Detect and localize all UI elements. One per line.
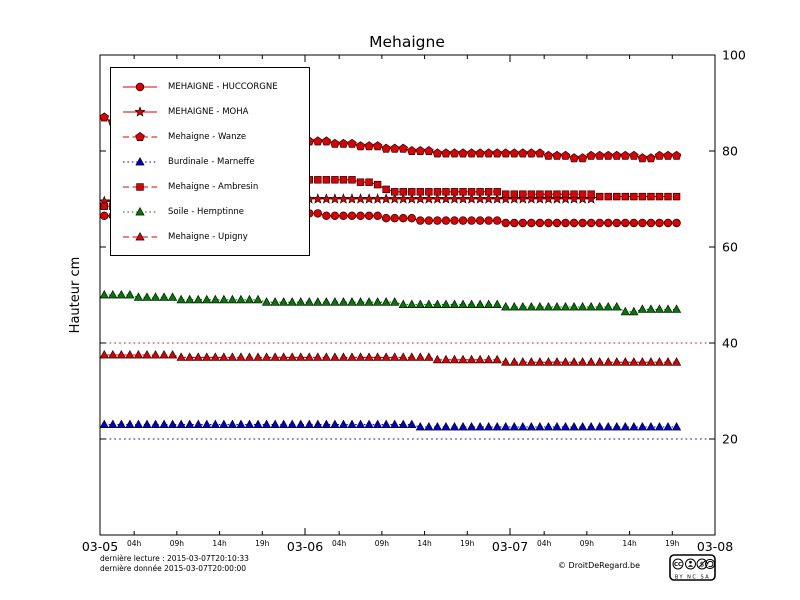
square-marker-sample-icon: [123, 182, 157, 191]
x-axis-minor-ticks: 04h 09h 14h 19h 04h 09h 14h 19h 04h 09h 14h 19h: [127, 55, 680, 548]
chart-title: Mehaigne: [369, 33, 445, 51]
cc-logo-text: CC: [674, 562, 682, 568]
footer-last-data: dernière donnée 2015-03-07T20:00:00: [100, 564, 247, 573]
svg-text:09h: 09h: [580, 539, 595, 548]
star-marker-sample-icon: [123, 105, 157, 117]
legend-item-mehaigne-ambresin: Mehaigne - Ambresin: [111, 174, 309, 199]
legend-label: Soile - Hemptinne: [168, 206, 245, 217]
svg-text:03-06: 03-06: [287, 539, 323, 554]
svg-text:14h: 14h: [622, 539, 637, 548]
cc-nc-icon: [696, 558, 708, 570]
svg-text:14h: 14h: [212, 539, 227, 548]
svg-text:09h: 09h: [375, 539, 390, 548]
threshold-lines: [100, 342, 715, 440]
cc-sa-icon: [704, 558, 716, 570]
legend-item-mehaigne-huccorgne: MEHAIGNE - HUCCORGNE: [111, 74, 309, 99]
triangle-marker-sample-icon: [123, 231, 157, 240]
footer-last-reading: dernière lecture : 2015-03-07T20:10:33: [100, 554, 249, 563]
legend-label: MEHAIGNE - HUCCORGNE: [168, 81, 278, 92]
svg-text:20: 20: [722, 431, 738, 446]
svg-text:03-05: 03-05: [82, 539, 118, 554]
svg-text:40: 40: [722, 335, 738, 350]
legend-item-mehaigne-upigny: Mehaigne - Upigny: [111, 224, 309, 249]
svg-text:14h: 14h: [417, 539, 432, 548]
svg-text:100: 100: [722, 47, 746, 62]
x-axis-major-ticks: 03-05 03-06 03-07 03-08: [82, 55, 733, 554]
svg-text:03-08: 03-08: [697, 539, 733, 554]
svg-text:19h: 19h: [665, 539, 680, 548]
y-axis-label: Hauteur cm: [68, 256, 83, 334]
cc-badge-frame: [669, 554, 716, 581]
legend-label: Burdinale - Marneffe: [168, 156, 255, 167]
svg-text:04h: 04h: [537, 539, 552, 548]
y-axis-ticks: 20 40 60 80 100: [100, 47, 746, 446]
legend-label: Mehaigne - Upigny: [168, 231, 248, 242]
series-burdinale-marneffe: [100, 419, 682, 431]
legend-item-mehaigne-wanze: Mehaigne - Wanze: [111, 124, 309, 149]
svg-text:60: 60: [722, 239, 738, 254]
svg-text:03-07: 03-07: [492, 539, 528, 554]
legend: MEHAIGNE - HUCCORGNE MEHAIGNE - MOHA Mehai…: [110, 67, 310, 256]
cc-logo-icon: [672, 558, 684, 570]
svg-text:80: 80: [722, 143, 738, 158]
legend-item-mehaigne-moha: MEHAIGNE - MOHA: [111, 99, 309, 124]
series-soile-hemptinne: [100, 289, 682, 316]
legend-item-soile-hemptinne: Soile - Hemptinne: [111, 199, 309, 224]
copyright: © DroitDeRegard.be: [558, 561, 641, 570]
cc-by-person-body: [687, 565, 694, 567]
triangle-marker-sample-icon: [123, 156, 157, 165]
cc-by-person-head: [689, 560, 692, 564]
cc-license-badge: CC $ BY NC SA: [669, 554, 716, 581]
legend-label: Mehaigne - Wanze: [168, 131, 247, 142]
svg-text:04h: 04h: [332, 539, 347, 548]
svg-text:04h: 04h: [127, 539, 142, 548]
series-mehaigne-upigny: [100, 349, 682, 366]
cc-by-icon: [685, 558, 696, 570]
svg-text:09h: 09h: [170, 539, 185, 548]
svg-text:19h: 19h: [460, 539, 475, 548]
pentagon-marker-sample-icon: [123, 131, 157, 141]
triangle-marker-sample-icon: [123, 206, 157, 215]
legend-label: MEHAIGNE - MOHA: [168, 106, 249, 117]
legend-item-burdinale-marneffe: Burdinale - Marneffe: [111, 149, 309, 174]
svg-text:19h: 19h: [255, 539, 270, 548]
cc-nc-slash: [698, 560, 706, 568]
cc-terms-text: BY NC SA: [675, 575, 710, 581]
circle-marker-sample-icon: [123, 82, 157, 91]
legend-label: Mehaigne - Ambresin: [168, 181, 259, 192]
cc-sa-arrow: [707, 560, 714, 568]
